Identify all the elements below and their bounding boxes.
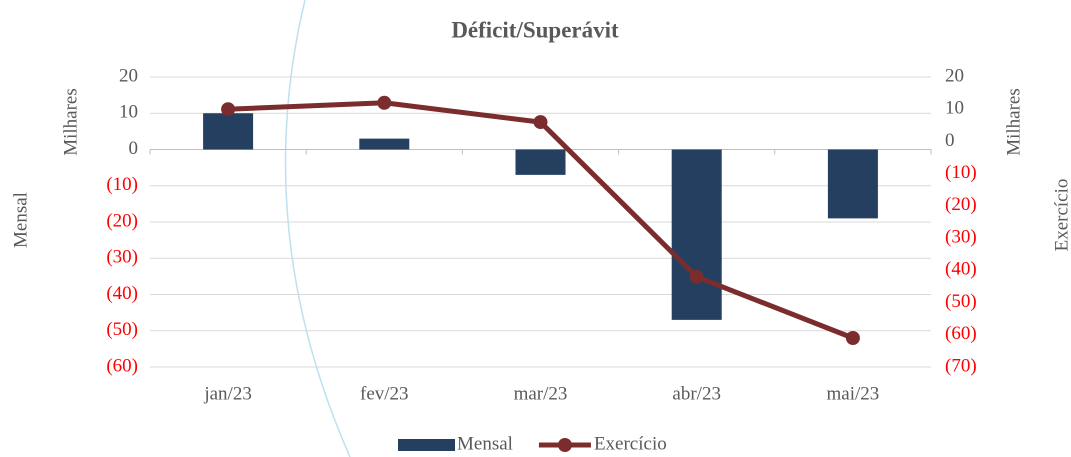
y2-tick-label: (40): [945, 259, 977, 280]
line: [227, 100, 854, 341]
bar: [515, 149, 566, 175]
y2-tick-label: 20: [945, 65, 964, 86]
x-tick-label: mar/23: [514, 383, 568, 404]
bar: [671, 149, 722, 320]
y-tick-label: (10): [106, 174, 138, 195]
y2-tick-label: (50): [945, 291, 977, 312]
y2-tick-label: (20): [945, 194, 977, 215]
x-tick-label: mai/23: [827, 383, 880, 404]
marker: [221, 102, 236, 117]
legend-swatch: [398, 439, 455, 451]
y-tick-label: 0: [129, 138, 139, 159]
y2-tick-label: 10: [945, 98, 964, 119]
legend-label: Mensal: [457, 433, 513, 454]
y-tick-label: 10: [119, 102, 138, 123]
bar: [203, 113, 254, 150]
x-tick-label: fev/23: [360, 383, 409, 404]
bar: [359, 138, 410, 150]
legend-marker: [557, 438, 572, 452]
bar: [827, 149, 878, 219]
y2-tick-label: (70): [945, 355, 977, 376]
legend-label: Exercício: [594, 433, 667, 454]
y-tick-label: (20): [106, 210, 138, 231]
marker: [377, 95, 392, 110]
y-tick-label: (40): [106, 283, 138, 304]
x-tick-label: jan/23: [203, 383, 252, 404]
y-tick-label: (50): [106, 319, 138, 340]
y-tick-label: (60): [106, 355, 138, 376]
y2-unit-label: Milhares: [1003, 88, 1024, 156]
y-axis-title: Mensal: [10, 192, 31, 248]
marker: [689, 269, 704, 284]
marker: [845, 331, 860, 345]
y2-tick-label: (30): [945, 226, 977, 247]
y2-tick-label: 0: [945, 130, 955, 151]
x-tick-label: abr/23: [672, 383, 721, 404]
y2-tick-label: (10): [945, 162, 977, 183]
y-unit-label: Milhares: [60, 88, 81, 156]
y-tick-label: (30): [106, 247, 138, 268]
marker: [533, 115, 548, 130]
decor-arc: [284, 0, 351, 457]
y2-axis-title: Exercício: [1051, 179, 1071, 252]
y-tick-label: 20: [119, 65, 138, 86]
y2-tick-label: (60): [945, 323, 977, 344]
chart-title: Déficit/Superávit: [451, 17, 619, 42]
